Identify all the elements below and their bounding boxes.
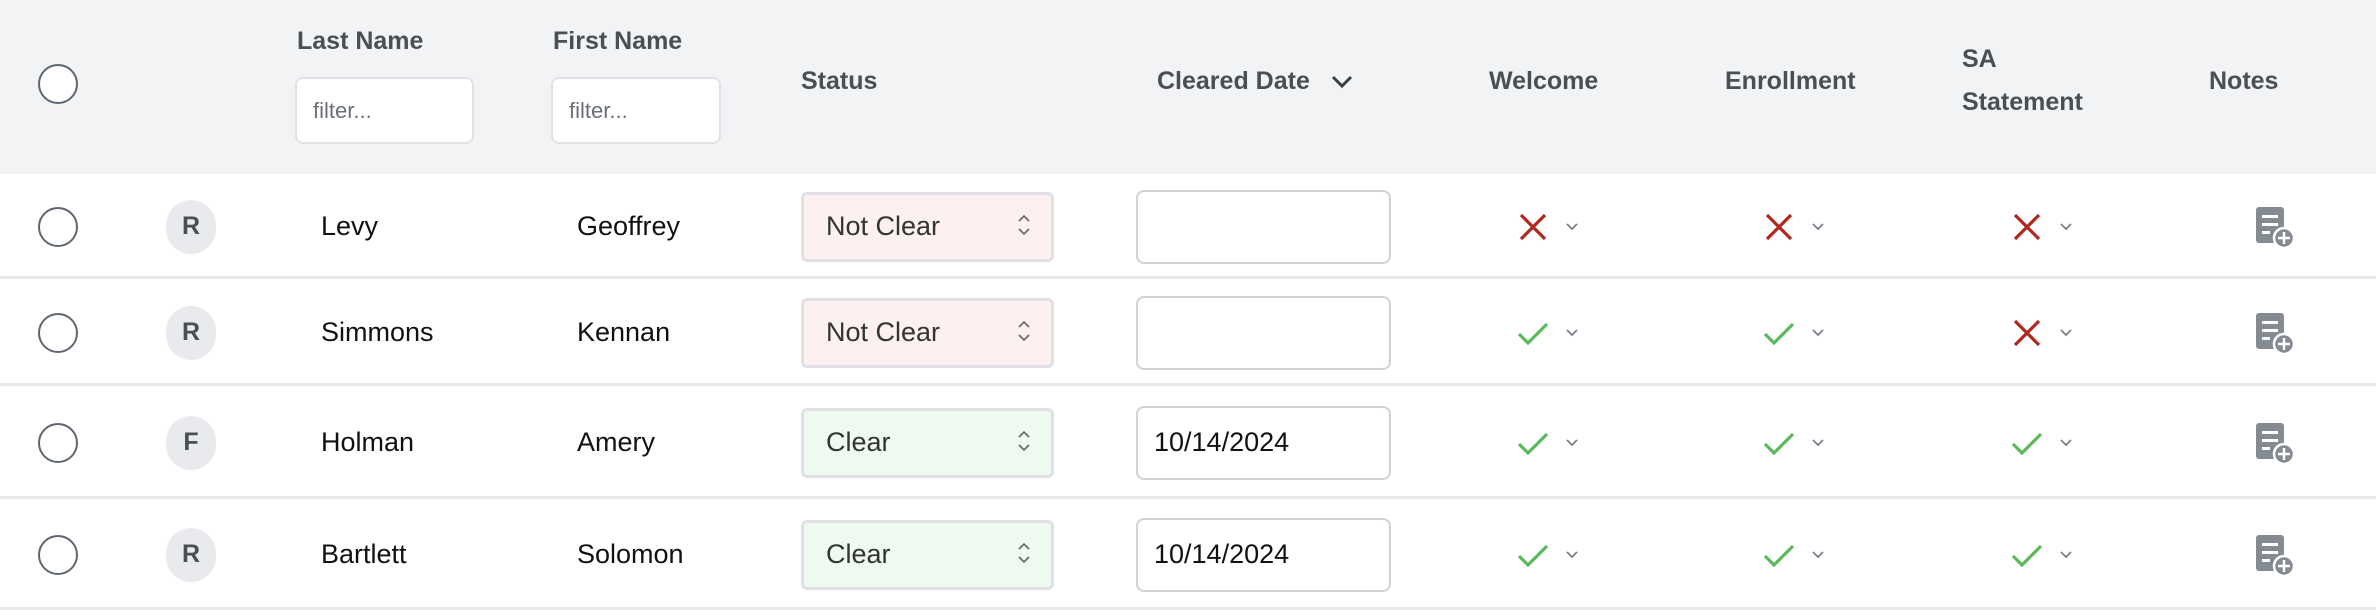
column-cleared-date[interactable]: Cleared Date [1157,67,1353,96]
welcome-chevron-down-icon[interactable] [1565,438,1579,448]
column-sa-line2[interactable]: Statement [1962,88,2083,116]
enrollment-check-icon[interactable] [1762,426,1796,460]
welcome-cross-icon[interactable] [1516,210,1550,244]
type-badge: R [166,199,216,254]
select-arrows-icon [1018,320,1030,341]
table-row: R Levy Geoffrey Not Clear [0,174,2376,279]
welcome-check-icon[interactable] [1516,426,1550,460]
column-status[interactable]: Status [801,67,878,95]
sa-statement-chevron-down-icon[interactable] [2059,438,2073,448]
table-row: F Holman Amery Clear 10/14/2024 [0,386,2376,499]
first-name: Kennan [577,316,671,347]
type-badge: R [166,527,216,582]
enrollment-chevron-down-icon[interactable] [1811,438,1825,448]
status-value: Not Clear [826,211,941,241]
select-arrows-icon [1018,214,1030,235]
last-name: Simmons [321,316,434,347]
sa-statement-chevron-down-icon[interactable] [2059,328,2073,338]
first-name: Amery [577,426,656,457]
last-name: Bartlett [321,538,407,569]
select-arrows-icon [1018,542,1030,563]
table-row: R Bartlett Solomon Clear 10/14/2024 [0,499,2376,610]
table-row: R Simmons Kennan Not Clear [0,279,2376,386]
welcome-chevron-down-icon[interactable] [1565,222,1579,232]
select-arrows-icon [1018,430,1030,451]
column-enrollment[interactable]: Enrollment [1725,67,1856,95]
status-select[interactable]: Not Clear [801,297,1054,368]
add-note-icon[interactable] [2254,311,2294,355]
sa-statement-chevron-down-icon[interactable] [2059,550,2073,560]
enrollment-cross-icon[interactable] [1762,210,1796,244]
row-select-radio[interactable] [38,422,78,463]
type-badge: F [166,415,216,470]
enrollment-chevron-down-icon[interactable] [1811,328,1825,338]
enrollment-check-icon[interactable] [1762,316,1796,350]
row-select-radio[interactable] [38,312,78,353]
first-name: Geoffrey [577,210,681,241]
add-note-icon[interactable] [2254,421,2294,465]
column-first-name[interactable]: First Name [553,27,683,55]
first-name: Solomon [577,538,684,569]
column-last-name[interactable]: Last Name [297,27,424,55]
enrollment-chevron-down-icon[interactable] [1811,550,1825,560]
column-notes: Notes [2209,67,2279,95]
table-header: Last Name First Name Status Cleared Date… [0,0,2376,174]
sa-statement-cross-icon[interactable] [2010,316,2044,350]
cleared-date-input[interactable] [1136,189,1391,264]
column-sa-line1[interactable]: SA [1962,45,1997,73]
cleared-date-input[interactable]: 10/14/2024 [1136,517,1391,592]
welcome-check-icon[interactable] [1516,538,1550,572]
status-value: Clear [826,427,891,457]
status-value: Clear [826,539,891,569]
welcome-chevron-down-icon[interactable] [1565,328,1579,338]
status-select[interactable]: Clear [801,519,1054,590]
status-select[interactable]: Clear [801,407,1054,478]
cleared-date-label: Cleared Date [1157,67,1310,95]
chevron-down-icon[interactable] [1331,75,1353,89]
add-note-icon[interactable] [2254,533,2294,577]
add-note-icon[interactable] [2254,205,2294,249]
welcome-chevron-down-icon[interactable] [1565,550,1579,560]
status-value: Not Clear [826,317,941,347]
cleared-date-input[interactable]: 10/14/2024 [1136,405,1391,480]
sa-statement-chevron-down-icon[interactable] [2059,222,2073,232]
enrollment-check-icon[interactable] [1762,538,1796,572]
cleared-date-input[interactable] [1136,295,1391,370]
sa-statement-check-icon[interactable] [2010,426,2044,460]
last-name: Holman [321,426,415,457]
enrollment-chevron-down-icon[interactable] [1811,222,1825,232]
sa-statement-cross-icon[interactable] [2010,210,2044,244]
sa-statement-check-icon[interactable] [2010,538,2044,572]
row-select-radio[interactable] [38,206,78,247]
type-badge: R [166,305,216,360]
last-name-filter-input[interactable] [295,77,474,144]
row-select-radio[interactable] [38,534,78,575]
last-name: Levy [321,210,379,241]
status-select[interactable]: Not Clear [801,191,1054,262]
column-welcome[interactable]: Welcome [1489,67,1599,95]
first-name-filter-input[interactable] [551,77,721,144]
welcome-check-icon[interactable] [1516,316,1550,350]
select-all-radio[interactable] [38,64,78,104]
